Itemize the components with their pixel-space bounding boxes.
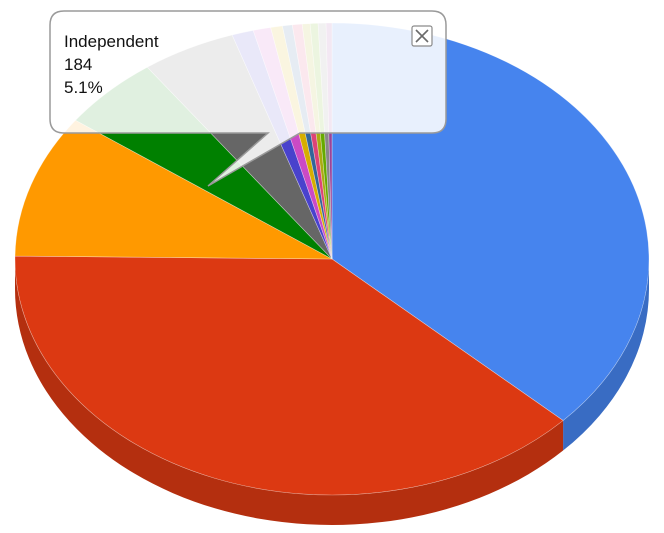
close-icon[interactable] xyxy=(411,25,433,47)
tooltip-bubble xyxy=(49,10,447,187)
tooltip-label: Independent xyxy=(64,32,159,51)
tooltip: Independent 184 5.1% xyxy=(49,10,447,187)
tooltip-percent: 5.1% xyxy=(64,78,103,97)
pie-slice-side xyxy=(563,259,649,451)
close-cross-icon[interactable] xyxy=(415,29,429,43)
pie-slice[interactable] xyxy=(14,255,564,496)
tooltip-count: 184 xyxy=(64,55,92,74)
pie-slice-side xyxy=(15,259,564,526)
pie-side-layer xyxy=(15,259,649,526)
